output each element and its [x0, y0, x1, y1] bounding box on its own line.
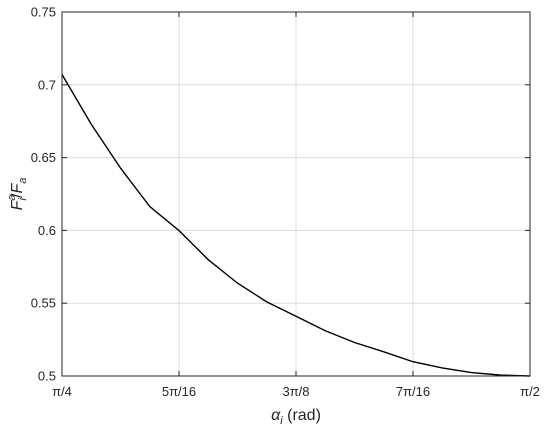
y-tick-label: 0.5 — [38, 369, 56, 384]
y-axis-base2: F — [9, 183, 26, 194]
x-tick-label: π/4 — [52, 384, 72, 399]
y-tick-label: 0.7 — [38, 77, 56, 92]
x-tick-label: 3π/8 — [282, 384, 309, 399]
x-axis-subscript: i — [280, 415, 283, 427]
series-line — [61, 74, 531, 377]
y-tick-label: 0.55 — [31, 296, 56, 311]
plot-area — [61, 74, 531, 377]
y-axis-slash: / — [9, 193, 26, 198]
x-axis-unit: (rad) — [283, 407, 321, 424]
x-axis-label: αi (rad) — [271, 407, 321, 427]
y-tick-label: 0.75 — [31, 5, 56, 20]
x-axis-symbol: α — [271, 407, 281, 424]
x-tick-label: π/2 — [520, 384, 540, 399]
y-axis-sub1: i — [17, 197, 29, 200]
ticks: π/4 5π/16 3π/8 7π/16 π/2 0.5 0.55 0.6 0.65 0.7 0.7… — [31, 5, 540, 400]
grid — [61, 11, 531, 377]
y-tick-label: 0.6 — [38, 223, 56, 238]
x-tick-label: 5π/16 — [162, 384, 196, 399]
y-axis-sup1: a — [6, 194, 18, 200]
y-tick-label: 0.65 — [31, 150, 56, 165]
y-axis-sub2: a — [17, 178, 29, 184]
y-axis-base1: F — [9, 199, 26, 210]
x-tick-label: 7π/16 — [396, 384, 430, 399]
y-axis-label: Fai/Fa — [6, 178, 29, 211]
